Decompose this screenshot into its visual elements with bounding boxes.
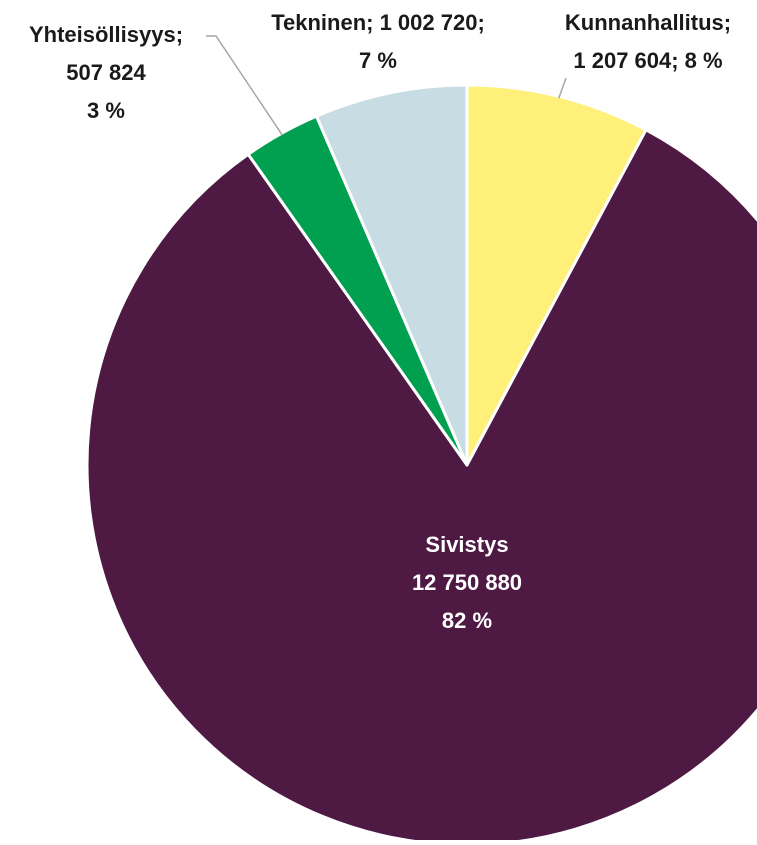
labels-layer: Kunnanhallitus; 1 207 604; 8 % Sivistys 12 …	[29, 10, 731, 633]
leader-lines-layer	[206, 35, 567, 136]
leader-line-yhteisollisyys	[206, 35, 283, 136]
data-label-yhteisollisyys: Yhteisöllisyys; 507 824 3 %	[29, 22, 183, 123]
data-label-tekninen: Tekninen; 1 002 720; 7 %	[271, 10, 485, 73]
data-label-kunnanhallitus: Kunnanhallitus; 1 207 604; 8 %	[565, 10, 731, 73]
data-label-sivistys: Sivistys 12 750 880 82 %	[412, 532, 522, 633]
leader-line-kunnanhallitus	[558, 77, 567, 99]
slices-layer	[85, 83, 757, 845]
pie-slice-tekninen	[314, 83, 469, 467]
